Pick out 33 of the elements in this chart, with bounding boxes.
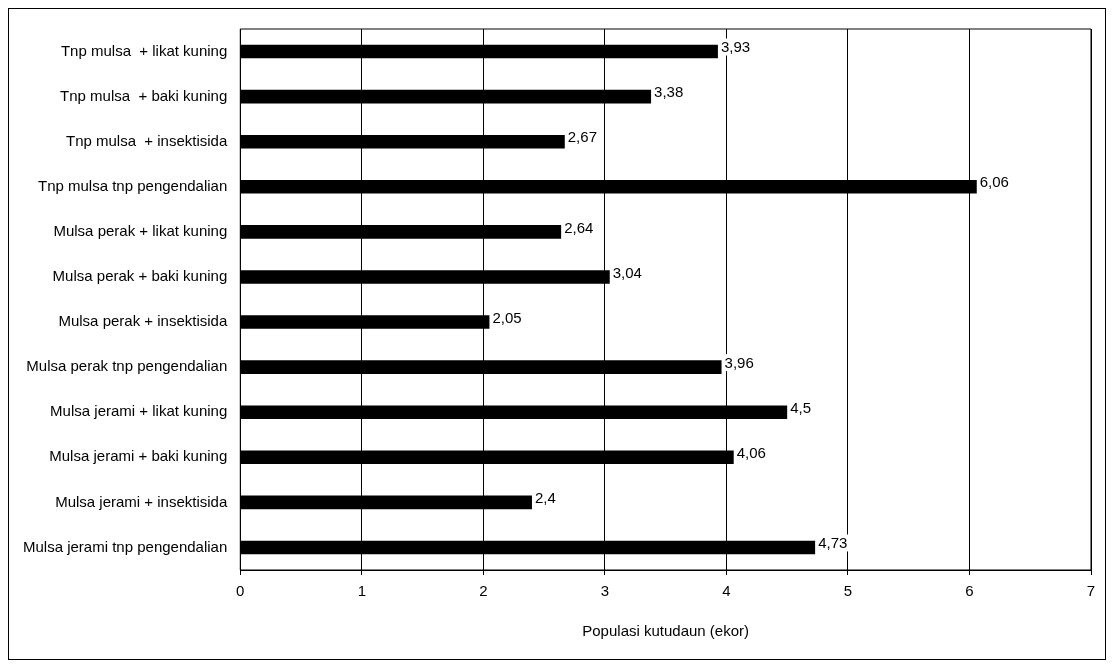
data-label: 3,04 xyxy=(612,263,642,281)
y-tick-label: Mulsa jerami + likat kuning xyxy=(50,402,228,420)
x-tick-label: 7 xyxy=(1086,582,1096,600)
y-tick-label: Mulsa perak + insektisida xyxy=(58,312,228,330)
y-tick-label: Mulsa jerami tnp pengendalian xyxy=(23,537,228,555)
data-label: 4,5 xyxy=(790,398,812,416)
x-axis-title: Populasi kutudaun (ekor) xyxy=(582,622,750,640)
y-tick-label: Tnp mulsa + insektisida xyxy=(65,131,228,149)
data-label: 3,96 xyxy=(724,353,754,371)
x-tick-label: 5 xyxy=(843,582,853,600)
data-label: 4,06 xyxy=(736,443,766,461)
x-tick-label: 3 xyxy=(600,582,610,600)
y-tick-label: Mulsa perak + likat kuning xyxy=(53,222,228,240)
data-label: 2,67 xyxy=(567,128,597,146)
data-label: 3,93 xyxy=(720,38,751,56)
x-tick-label: 1 xyxy=(357,582,366,600)
y-tick-label: Mulsa perak + baki kuning xyxy=(52,267,228,285)
data-label: 6,06 xyxy=(979,173,1009,191)
data-label: 3,38 xyxy=(654,83,684,101)
y-tick-label: Tnp mulsa + baki kuning xyxy=(60,86,228,104)
x-tick-label: 4 xyxy=(722,582,731,600)
x-tick-label: 2 xyxy=(479,582,488,600)
y-tick-label: Mulsa perak tnp pengendalian xyxy=(26,357,228,375)
x-tick-label: 6 xyxy=(965,582,974,600)
data-label: 2,4 xyxy=(534,489,556,507)
x-tick-label: 0 xyxy=(236,582,245,600)
y-tick-label: Tnp mulsa + likat kuning xyxy=(60,41,228,59)
data-label: 2,05 xyxy=(492,308,522,326)
y-tick-label: Tnp mulsa tnp pengendalian xyxy=(37,176,228,194)
y-tick-label: Mulsa jerami + insektisida xyxy=(55,492,228,510)
y-tick-label: Mulsa jerami + baki kuning xyxy=(49,447,228,465)
data-label: 4,73 xyxy=(818,534,848,552)
data-label: 2,64 xyxy=(564,218,594,236)
